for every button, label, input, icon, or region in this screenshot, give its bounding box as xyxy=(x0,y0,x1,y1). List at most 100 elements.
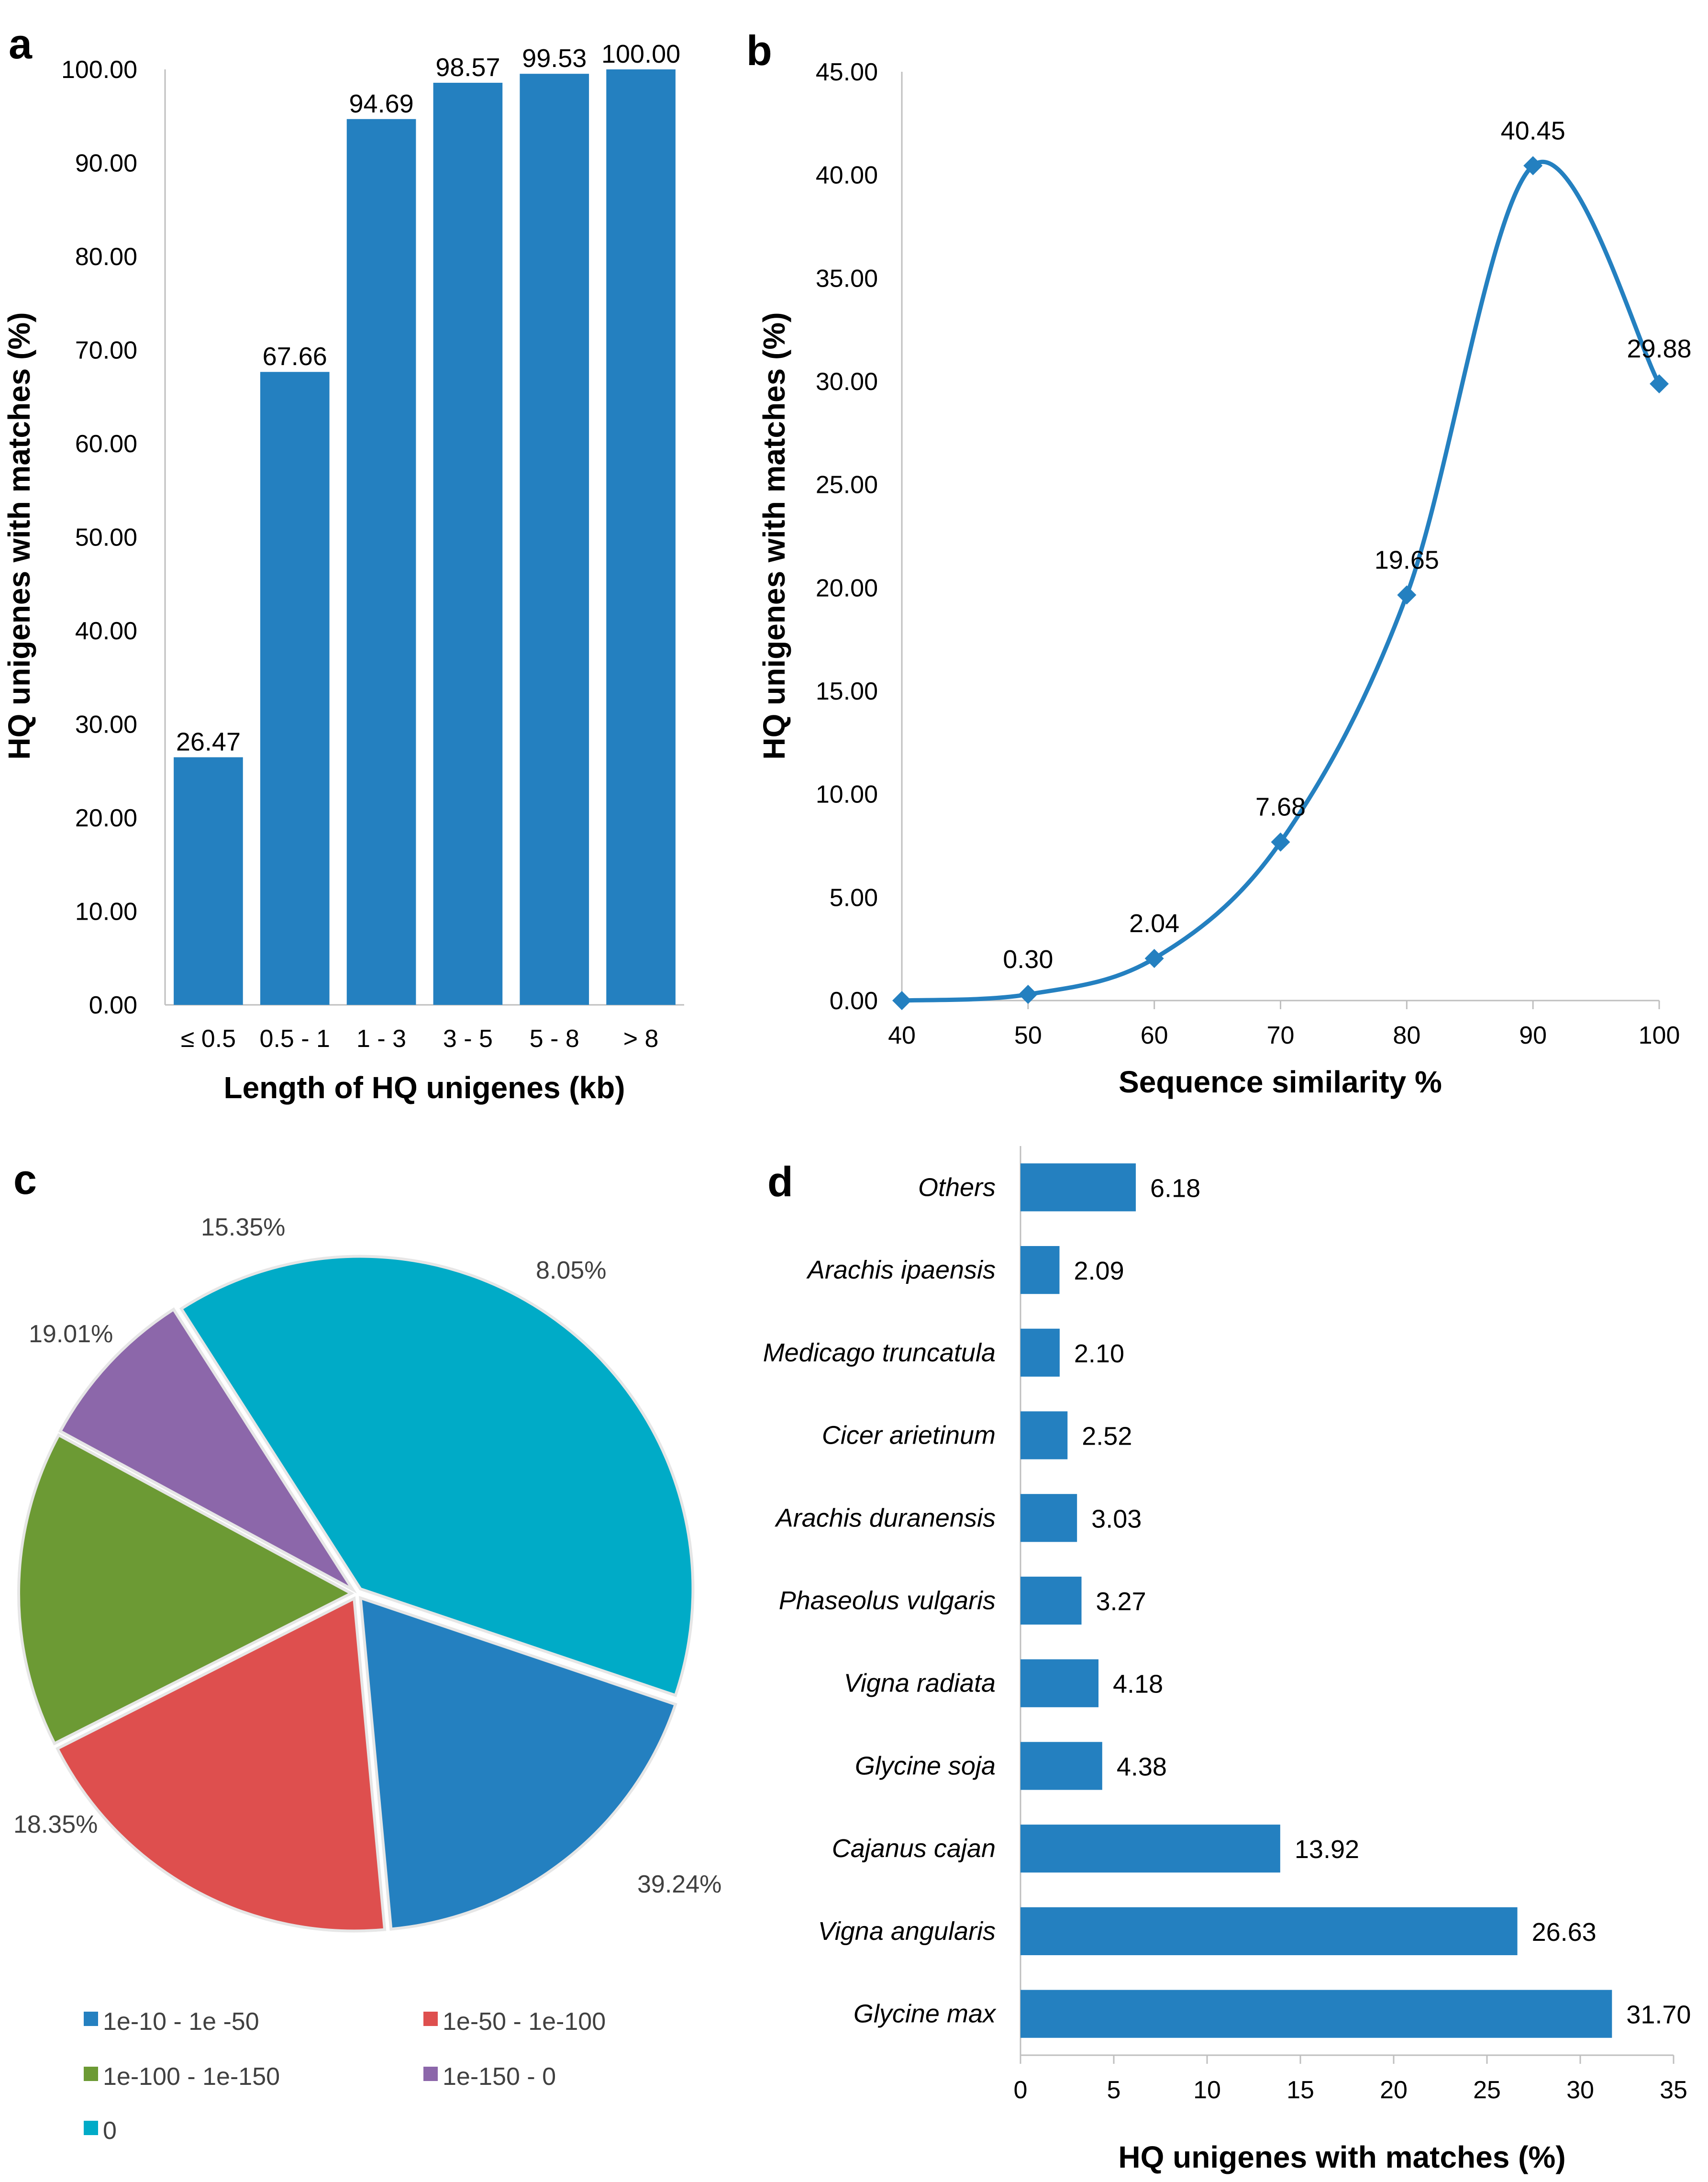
panel-c-slice-label: 8.05% xyxy=(536,1257,606,1284)
panel-d-bar-value-label: 3.27 xyxy=(1096,1587,1146,1616)
panel-c-slice-label: 19.01% xyxy=(29,1320,113,1348)
panel-d-category-label: Cajanus cajan xyxy=(832,1834,996,1863)
panel-c-slice-label: 39.24% xyxy=(637,1870,721,1898)
panel-c-legend-swatch xyxy=(84,2121,98,2135)
panel-d-bar xyxy=(1020,1576,1082,1625)
panel-d-bar xyxy=(1020,1659,1099,1707)
panel-a-y-tick-label: 90.00 xyxy=(75,150,137,178)
panel-a-category-label: 0.5 - 1 xyxy=(260,1025,330,1053)
panel-b-y-tick-label: 45.00 xyxy=(816,58,878,86)
panel-a-category-label: 3 - 5 xyxy=(443,1025,493,1053)
panel-c-slice-label: 18.35% xyxy=(13,1811,98,1838)
panel-d-category-label: Phaseolus vulgaris xyxy=(779,1586,996,1615)
panel-a-bar-value-label: 100.00 xyxy=(601,40,680,68)
panel-label-b: b xyxy=(746,27,772,74)
panel-b-line-chart: b 0.00 5.00 10.00 15.00 20.00 25.00 30.00 35.00… xyxy=(746,27,1692,1099)
panel-d-bar-value-label: 31.70 xyxy=(1626,2001,1691,2029)
panel-a-bar-value-label: 98.57 xyxy=(435,53,500,82)
panel-a-bar-value-label: 67.66 xyxy=(263,342,327,371)
panel-d-bar xyxy=(1020,1163,1136,1212)
panel-d-bar xyxy=(1020,1990,1612,2038)
panel-b-x-tick-label: 90 xyxy=(1519,1022,1547,1049)
panel-c-legend-label: 1e-100 - 1e-150 xyxy=(103,2063,280,2091)
panel-c-legend-label: 1e-10 - 1e -50 xyxy=(103,2008,259,2036)
panel-c-pie-slice xyxy=(55,1596,387,1933)
panel-a-y-axis-title: HQ unigenes with matches (%) xyxy=(2,312,36,759)
panel-d-x-tick-label: 5 xyxy=(1107,2076,1121,2104)
panel-a-y-tick-label: 30.00 xyxy=(75,711,137,739)
panel-d-x-tick-label: 10 xyxy=(1193,2076,1221,2104)
panel-d-category-label: Vigna radiata xyxy=(844,1669,996,1698)
panel-b-data-label: 40.45 xyxy=(1501,116,1565,145)
panel-a-y-tick-label: 80.00 xyxy=(75,243,137,271)
panel-d-category-label: Medicago truncatula xyxy=(763,1338,996,1367)
panel-b-x-tick-label: 50 xyxy=(1014,1022,1042,1049)
panel-b-x-tick-label: 60 xyxy=(1141,1022,1168,1049)
panel-d-x-tick-label: 30 xyxy=(1566,2076,1594,2104)
panel-c-legend-swatch xyxy=(423,2067,438,2081)
panel-d-category-label: Others xyxy=(918,1173,996,1202)
panel-a-bar xyxy=(260,372,330,1005)
panel-d-bar-value-label: 13.92 xyxy=(1295,1835,1359,1864)
panel-d-bar-value-label: 2.52 xyxy=(1082,1422,1132,1451)
panel-a-category-label: 5 - 8 xyxy=(530,1025,579,1053)
panel-c-slice-label: 15.35% xyxy=(201,1213,285,1241)
panel-c-legend-swatch xyxy=(84,2067,98,2081)
panel-d-bar xyxy=(1020,1246,1060,1294)
panel-a-bar xyxy=(606,69,676,1005)
panel-a-bar xyxy=(520,74,589,1005)
panel-c-pie-slice xyxy=(17,1433,355,1746)
panel-b-y-tick-label: 30.00 xyxy=(816,368,878,396)
panel-b-data-point xyxy=(1397,585,1417,605)
panel-b-y-tick-label: 40.00 xyxy=(816,162,878,189)
panel-c-pie-slice xyxy=(179,1255,695,1697)
panel-a-x-axis-title: Length of HQ unigenes (kb) xyxy=(223,1070,625,1105)
panel-a-category-label: > 8 xyxy=(623,1025,659,1053)
panel-b-x-tick-label: 70 xyxy=(1267,1022,1295,1049)
panel-d-horizontal-bar-chart: d 0 5 10 15 20 25 30 35 6.18 Others 2.09 Arachis i… xyxy=(763,1146,1691,2174)
panel-d-bar xyxy=(1020,1825,1280,1873)
panel-b-y-tick-label: 0.00 xyxy=(830,987,878,1015)
panel-d-bar xyxy=(1020,1411,1068,1459)
panel-d-x-tick-label: 35 xyxy=(1660,2076,1687,2104)
panel-d-x-tick-label: 15 xyxy=(1287,2076,1314,2104)
panel-b-data-point xyxy=(1650,374,1669,394)
panel-d-category-label: Glycine max xyxy=(854,2000,997,2028)
panel-label-c: c xyxy=(13,1156,37,1203)
panel-b-y-tick-label: 15.00 xyxy=(816,678,878,705)
panel-a-y-tick-label: 70.00 xyxy=(75,337,137,365)
panel-b-x-axis-title: Sequence similarity % xyxy=(1119,1065,1442,1099)
panel-d-bar xyxy=(1020,1328,1060,1377)
panel-b-series-line xyxy=(901,159,1661,1003)
panel-d-bar-value-label: 6.18 xyxy=(1150,1174,1200,1202)
panel-a-y-tick-label: 60.00 xyxy=(75,430,137,458)
panel-b-data-label: 29.88 xyxy=(1627,334,1691,363)
panel-a-y-tick-label: 100.00 xyxy=(61,56,137,84)
panel-c-legend-label: 1e-150 - 0 xyxy=(443,2063,556,2091)
panel-b-y-tick-label: 35.00 xyxy=(816,265,878,292)
panel-a-bar xyxy=(174,757,243,1005)
panel-b-data-point xyxy=(1018,985,1038,1004)
panel-c-pie-chart: c 39.24% 18.35% 19.01% 15.35% 8.05% 1e-10 - … xyxy=(13,1156,721,2145)
panel-b-data-point xyxy=(892,991,911,1010)
panel-b-x-tick-label: 80 xyxy=(1393,1022,1420,1049)
panel-b-data-label: 0.30 xyxy=(1003,945,1053,974)
panel-a-y-tick-label: 20.00 xyxy=(75,804,137,832)
panel-b-y-axis-title: HQ unigenes with matches (%) xyxy=(757,312,791,759)
panel-d-category-label: Arachis duranensis xyxy=(775,1503,996,1532)
panel-b-data-point xyxy=(1271,832,1290,852)
panel-d-x-axis-title: HQ unigenes with matches (%) xyxy=(1118,2140,1565,2174)
panel-d-x-tick-label: 25 xyxy=(1473,2076,1501,2104)
panel-c-legend-swatch xyxy=(423,2012,438,2026)
panel-d-category-label: Glycine soja xyxy=(855,1751,996,1780)
panel-a-bar xyxy=(433,82,503,1005)
panel-d-bar-value-label: 3.03 xyxy=(1091,1504,1142,1533)
panel-a-y-tick-label: 50.00 xyxy=(75,524,137,552)
panel-d-bar-value-label: 2.09 xyxy=(1074,1257,1124,1285)
panel-d-category-label: Arachis ipaensis xyxy=(806,1256,996,1284)
panel-a-category-label: ≤ 0.5 xyxy=(181,1025,236,1053)
panel-a-bar xyxy=(346,119,416,1005)
panel-d-bar-value-label: 26.63 xyxy=(1532,1918,1597,1947)
panel-b-x-tick-label: 40 xyxy=(888,1022,916,1049)
